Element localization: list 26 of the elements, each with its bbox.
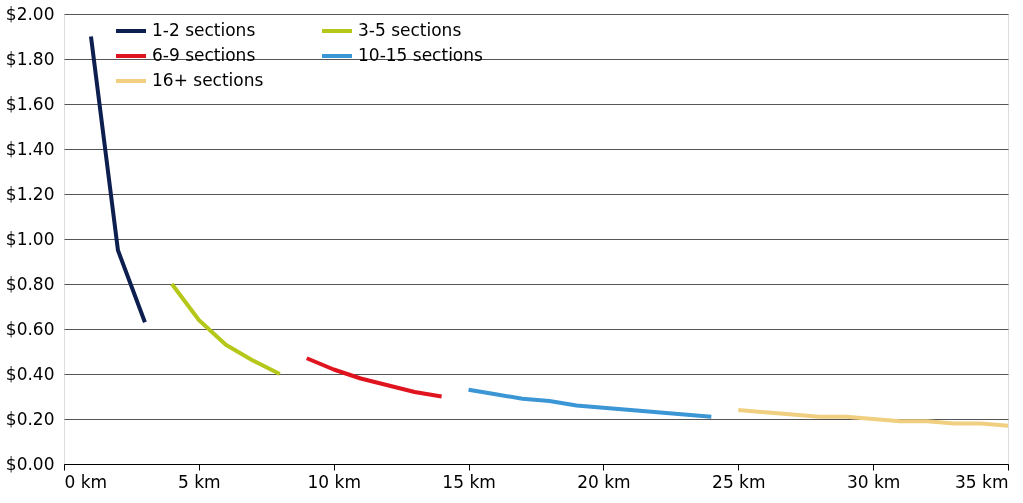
x-tick-label: 25 km [712,471,766,492]
y-tick-label: $1.60 [5,93,55,114]
x-tick-label: 10 km [307,471,361,492]
y-tick-label: $0.00 [5,453,55,474]
legend-label: 3-5 sections [358,20,462,40]
y-tick-label: $0.20 [5,408,55,429]
x-tick-label: 30 km [846,471,901,492]
legend-label: 1-2 sections [152,20,256,40]
y-tick-label: $1.80 [5,48,55,69]
line-series [169,282,282,376]
x-tick-label: 15 km [442,471,496,492]
line-series [304,356,444,399]
y-tick-label: $1.40 [5,138,55,159]
y-tick-label: $0.60 [5,318,55,339]
y-tick-label: $0.80 [5,273,55,294]
line-series [466,387,714,419]
x-tick-label: 0 km [64,471,108,492]
x-tick-label: 5 km [178,471,221,492]
x-tick-label: 35 km [955,471,1009,492]
y-tick-label: $0.40 [5,363,55,384]
x-tick-label: 20 km [577,471,631,492]
y-tick-label: $1.20 [5,183,55,204]
y-tick-label: $1.00 [5,228,55,249]
line-series [736,408,1010,428]
legend-label: 16+ sections [152,70,264,90]
y-tick-label: $2.00 [5,3,55,24]
